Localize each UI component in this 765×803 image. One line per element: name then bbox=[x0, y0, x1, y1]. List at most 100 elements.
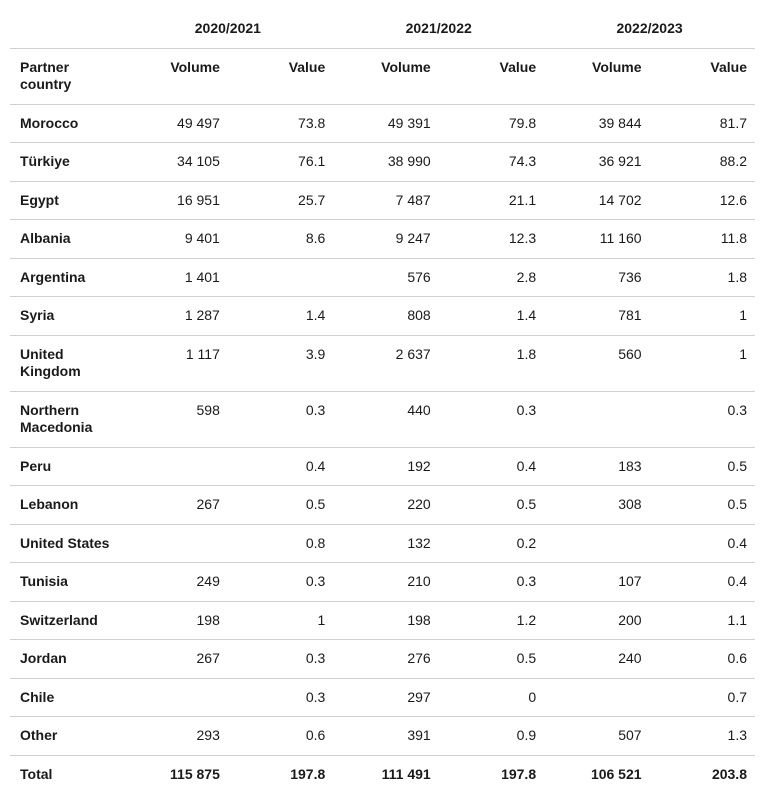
total-row: Total115 875197.8111 491197.8106 521203.… bbox=[10, 755, 755, 793]
data-cell: 12.6 bbox=[650, 181, 755, 220]
row-label: United States bbox=[10, 524, 122, 563]
col-header-volume: Volume bbox=[333, 48, 438, 104]
col-header-value: Value bbox=[439, 48, 544, 104]
row-label: Northern Macedonia bbox=[10, 391, 122, 447]
table-row: Other2930.63910.95071.3 bbox=[10, 717, 755, 756]
data-cell bbox=[544, 391, 649, 447]
data-cell: 192 bbox=[333, 447, 438, 486]
data-cell bbox=[228, 258, 333, 297]
data-cell: 14 702 bbox=[544, 181, 649, 220]
data-cell: 1 117 bbox=[122, 335, 227, 391]
data-cell: 1.1 bbox=[650, 601, 755, 640]
data-cell: 0.2 bbox=[439, 524, 544, 563]
data-cell: 0.5 bbox=[228, 486, 333, 525]
partner-country-table: 2020/2021 2021/2022 2022/2023 Partner co… bbox=[10, 10, 755, 793]
row-label: Switzerland bbox=[10, 601, 122, 640]
data-cell: 220 bbox=[333, 486, 438, 525]
data-cell: 308 bbox=[544, 486, 649, 525]
data-cell: 0.3 bbox=[228, 640, 333, 679]
table-row: United States0.81320.20.4 bbox=[10, 524, 755, 563]
data-cell: 2 637 bbox=[333, 335, 438, 391]
data-cell: 0.5 bbox=[439, 640, 544, 679]
data-cell bbox=[544, 678, 649, 717]
data-cell: 0.9 bbox=[439, 717, 544, 756]
data-cell: 0.6 bbox=[228, 717, 333, 756]
data-cell: 249 bbox=[122, 563, 227, 602]
data-cell: 74.3 bbox=[439, 143, 544, 182]
data-cell: 1 bbox=[650, 335, 755, 391]
period-header: 2021/2022 bbox=[333, 10, 544, 48]
col-header-value: Value bbox=[228, 48, 333, 104]
data-cell: 21.1 bbox=[439, 181, 544, 220]
table-row: Syria1 2871.48081.47811 bbox=[10, 297, 755, 336]
data-cell: 391 bbox=[333, 717, 438, 756]
data-cell: 736 bbox=[544, 258, 649, 297]
data-cell: 0.4 bbox=[650, 524, 755, 563]
data-cell: 0.3 bbox=[439, 563, 544, 602]
data-cell: 200 bbox=[544, 601, 649, 640]
table-row: Northern Macedonia5980.34400.30.3 bbox=[10, 391, 755, 447]
data-cell: 2.8 bbox=[439, 258, 544, 297]
row-label: Other bbox=[10, 717, 122, 756]
data-cell bbox=[122, 524, 227, 563]
data-cell: 560 bbox=[544, 335, 649, 391]
row-label: Syria bbox=[10, 297, 122, 336]
table-row: Switzerland19811981.22001.1 bbox=[10, 601, 755, 640]
period-header: 2022/2023 bbox=[544, 10, 755, 48]
data-cell: 49 497 bbox=[122, 104, 227, 143]
data-cell: 0.8 bbox=[228, 524, 333, 563]
total-label: Total bbox=[10, 755, 122, 793]
row-label: United Kingdom bbox=[10, 335, 122, 391]
data-cell: 3.9 bbox=[228, 335, 333, 391]
data-cell: 1.4 bbox=[439, 297, 544, 336]
data-cell: 107 bbox=[544, 563, 649, 602]
data-cell: 39 844 bbox=[544, 104, 649, 143]
data-cell bbox=[122, 447, 227, 486]
data-cell: 76.1 bbox=[228, 143, 333, 182]
table-row: Peru0.41920.41830.5 bbox=[10, 447, 755, 486]
data-cell: 1.8 bbox=[439, 335, 544, 391]
data-cell: 240 bbox=[544, 640, 649, 679]
data-cell bbox=[544, 524, 649, 563]
data-cell: 276 bbox=[333, 640, 438, 679]
row-label-header: Partner country bbox=[10, 48, 122, 104]
data-cell: 49 391 bbox=[333, 104, 438, 143]
period-header: 2020/2021 bbox=[122, 10, 333, 48]
table-row: Jordan2670.32760.52400.6 bbox=[10, 640, 755, 679]
data-cell: 1 bbox=[650, 297, 755, 336]
data-cell: 1.8 bbox=[650, 258, 755, 297]
table-row: Argentina1 4015762.87361.8 bbox=[10, 258, 755, 297]
data-cell: 0.7 bbox=[650, 678, 755, 717]
data-cell: 73.8 bbox=[228, 104, 333, 143]
data-cell: 0.3 bbox=[439, 391, 544, 447]
data-cell: 598 bbox=[122, 391, 227, 447]
data-cell: 7 487 bbox=[333, 181, 438, 220]
col-header-volume: Volume bbox=[122, 48, 227, 104]
data-cell: 79.8 bbox=[439, 104, 544, 143]
table-row: United Kingdom1 1173.92 6371.85601 bbox=[10, 335, 755, 391]
total-cell: 106 521 bbox=[544, 755, 649, 793]
total-cell: 115 875 bbox=[122, 755, 227, 793]
data-cell: 0.5 bbox=[650, 486, 755, 525]
row-label: Jordan bbox=[10, 640, 122, 679]
data-cell: 0.3 bbox=[650, 391, 755, 447]
data-cell: 1.2 bbox=[439, 601, 544, 640]
data-cell: 1 401 bbox=[122, 258, 227, 297]
row-label: Morocco bbox=[10, 104, 122, 143]
data-cell: 12.3 bbox=[439, 220, 544, 259]
total-cell: 203.8 bbox=[650, 755, 755, 793]
data-cell: 297 bbox=[333, 678, 438, 717]
data-cell: 808 bbox=[333, 297, 438, 336]
data-cell: 1.3 bbox=[650, 717, 755, 756]
table-row: Morocco49 49773.849 39179.839 84481.7 bbox=[10, 104, 755, 143]
data-cell: 81.7 bbox=[650, 104, 755, 143]
data-cell: 210 bbox=[333, 563, 438, 602]
col-header-value: Value bbox=[650, 48, 755, 104]
data-cell: 267 bbox=[122, 640, 227, 679]
data-cell: 198 bbox=[333, 601, 438, 640]
data-cell: 0.5 bbox=[439, 486, 544, 525]
data-cell: 0.3 bbox=[228, 563, 333, 602]
col-header-volume: Volume bbox=[544, 48, 649, 104]
data-cell: 16 951 bbox=[122, 181, 227, 220]
data-cell: 440 bbox=[333, 391, 438, 447]
